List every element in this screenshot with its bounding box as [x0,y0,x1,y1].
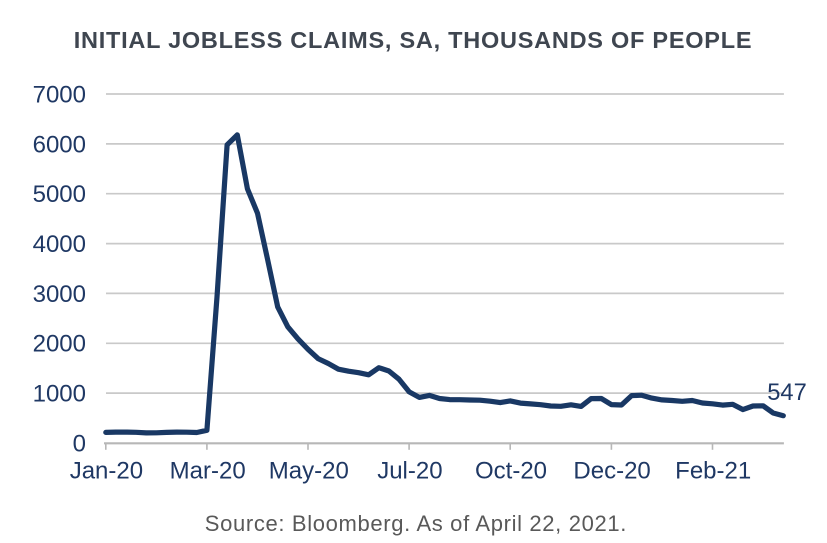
svg-text:Dec-20: Dec-20 [573,457,650,484]
svg-text:6000: 6000 [33,131,86,158]
svg-text:4000: 4000 [33,231,86,258]
svg-text:7000: 7000 [33,81,86,108]
svg-text:2000: 2000 [33,331,86,358]
svg-text:Mar-20: Mar-20 [170,457,246,484]
svg-text:May-20: May-20 [269,457,349,484]
svg-text:INITIAL JOBLESS CLAIMS, SA, TH: INITIAL JOBLESS CLAIMS, SA, THOUSANDS OF… [74,27,753,53]
svg-text:Feb-21: Feb-21 [675,457,751,484]
svg-text:1000: 1000 [33,381,86,408]
svg-text:5000: 5000 [33,181,86,208]
svg-text:0: 0 [73,430,86,457]
svg-text:Jan-20: Jan-20 [70,457,143,484]
svg-text:Jul-20: Jul-20 [377,457,442,484]
svg-text:Source: Bloomberg. As of April: Source: Bloomberg. As of April 22, 2021. [205,511,627,536]
svg-text:3000: 3000 [33,281,86,308]
svg-text:Oct-20: Oct-20 [475,457,547,484]
svg-text:547: 547 [767,380,807,406]
